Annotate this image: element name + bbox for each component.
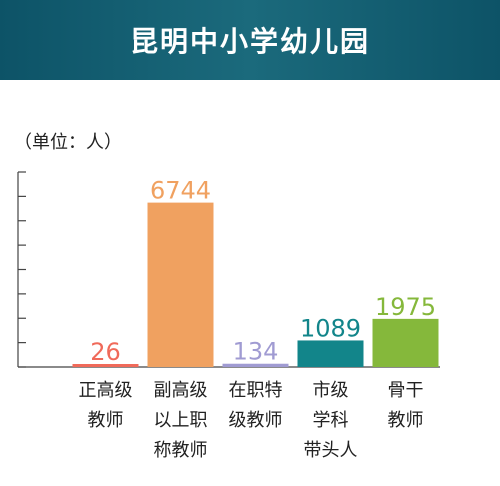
category-label: 教师	[388, 410, 424, 431]
category-label: 骨干	[388, 380, 424, 401]
chart-title: 昆明中小学幼儿园	[129, 25, 370, 58]
category-label: 教师	[88, 410, 124, 431]
category-label: 市级	[313, 380, 349, 401]
value-labels-group: 26 6744 134 1089 1975	[90, 177, 436, 366]
category-label: 副高级	[154, 380, 208, 401]
bar-value-label: 134	[233, 338, 279, 366]
bar-value-label: 1089	[300, 314, 361, 342]
bars-group	[72, 202, 439, 367]
bar-value-label: 26	[90, 338, 121, 366]
bar	[222, 363, 289, 367]
bar	[72, 364, 139, 367]
category-label: 正高级	[79, 380, 133, 401]
bar	[147, 202, 214, 367]
bar-value-label: 6744	[150, 177, 211, 205]
category-label: 学科	[313, 410, 349, 431]
category-label: 在职特	[229, 380, 283, 401]
category-label: 级教师	[229, 410, 283, 431]
category-label: 称教师	[154, 440, 208, 461]
category-label: 以上职	[154, 410, 208, 431]
unit-label: （单位：人）	[14, 132, 122, 153]
bar	[297, 340, 364, 367]
chart-header: 昆明中小学幼儿园	[0, 0, 500, 80]
bar-value-label: 1975	[375, 293, 436, 321]
category-label: 带头人	[304, 440, 358, 461]
bar	[372, 318, 439, 367]
